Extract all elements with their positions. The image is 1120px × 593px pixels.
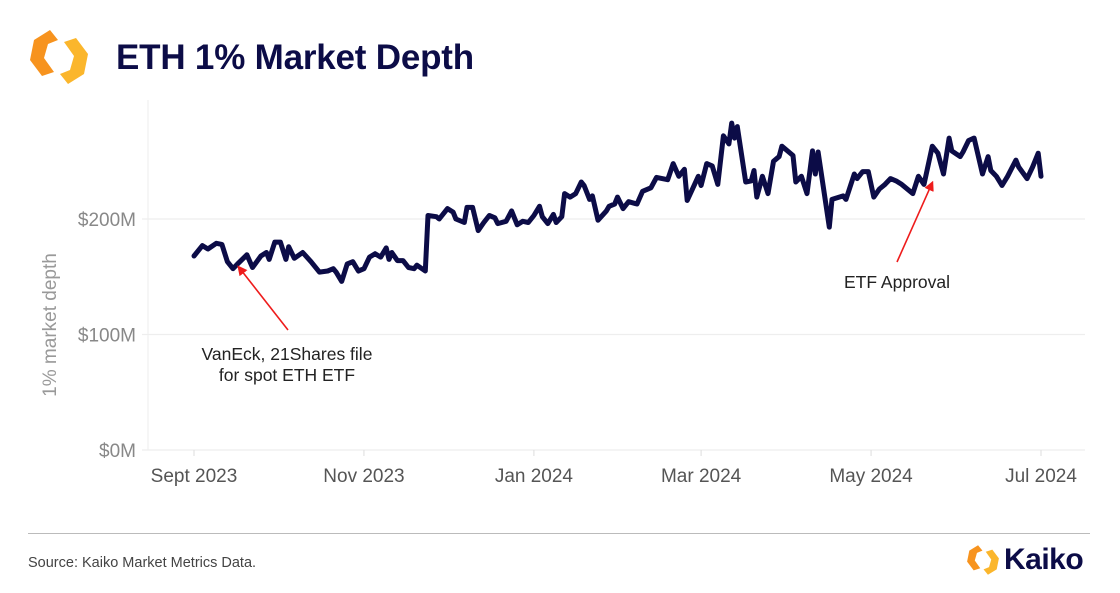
x-tick-label: Nov 2023 [323, 466, 404, 487]
y-tick-label: $100M [78, 326, 136, 347]
brand-logo: Kaiko [966, 543, 1084, 577]
y-tick-label: $0M [99, 441, 136, 462]
annotation-text: ETF Approval [844, 272, 950, 292]
annotation-arrow [896, 180, 934, 263]
kaiko-logo-icon [967, 545, 999, 575]
x-tick-label: Jan 2024 [495, 466, 574, 487]
annotation-text: for spot ETH ETF [219, 365, 355, 385]
brand-name: Kaiko [1004, 543, 1084, 576]
x-tick-label: Mar 2024 [661, 466, 742, 487]
annotation-text: VanEck, 21Shares file [202, 344, 373, 364]
x-tick-label: May 2024 [829, 466, 913, 487]
footer-divider [28, 533, 1090, 534]
x-tick-label: Jul 2024 [1005, 466, 1077, 487]
page-title: ETH 1% Market Depth [116, 38, 474, 77]
kaiko-logo-icon [28, 28, 90, 91]
chart: 1% market depth $0M $100M $200M Sept 2023 N… [40, 100, 1085, 487]
series-line [191, 120, 1044, 284]
source-note: Source: Kaiko Market Metrics Data. [28, 555, 257, 571]
x-tick-label: Sept 2023 [151, 466, 238, 487]
y-axis-label: 1% market depth [40, 253, 61, 397]
y-tick-label: $200M [78, 210, 136, 231]
annotation-arrow [237, 265, 289, 331]
